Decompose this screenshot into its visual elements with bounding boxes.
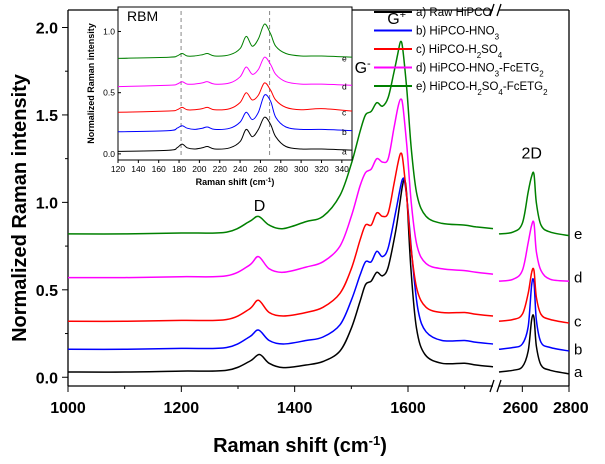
series-d-end-label: d bbox=[574, 270, 582, 287]
rbm-inset-plot: RBM 120 140 160 180 200 220 240 260 280 300 320 340 0… bbox=[86, 6, 353, 188]
inset-x-axis-label: Raman shift (cm-1) bbox=[196, 177, 275, 188]
series-c-line-left bbox=[67, 152, 494, 323]
y-tick-label: 2.0 bbox=[36, 20, 58, 37]
series-b-end-label: b bbox=[574, 341, 582, 358]
x-axis-label: Raman shift (cm-1) bbox=[213, 433, 387, 458]
y-tick-label: 1.0 bbox=[36, 195, 58, 212]
series-e-end-label: e bbox=[574, 226, 582, 243]
series-a-line-right bbox=[498, 314, 570, 375]
series-b-line-left bbox=[67, 177, 494, 351]
inset-y-axis-label: Normalized Raman intensity bbox=[86, 23, 96, 144]
series-c-line-right bbox=[498, 267, 570, 324]
inset-x-tick-label: 240 bbox=[233, 164, 247, 174]
axis-break-mark bbox=[489, 379, 495, 393]
inset-y-tick-label: 0.0 bbox=[103, 149, 115, 159]
inset-series-b-label: b bbox=[342, 127, 347, 137]
inset-x-tick-label: 280 bbox=[274, 164, 288, 174]
y-tick-label: 0.5 bbox=[36, 283, 58, 300]
peak-label-2d: 2D bbox=[521, 146, 541, 163]
series-e-line-left bbox=[67, 40, 494, 235]
legend-label-e: e) HiPCO-H2SO4-FcETG2 bbox=[416, 81, 548, 97]
inset-series-a-label: a bbox=[342, 146, 347, 156]
y-tick-label: 0.0 bbox=[36, 370, 58, 387]
inset-series-a-line bbox=[117, 116, 353, 152]
inset-series-d-line bbox=[117, 56, 353, 88]
series-a-end-label: a bbox=[574, 364, 583, 381]
inset-series-b-line bbox=[117, 94, 353, 133]
axis-break-mark bbox=[496, 379, 502, 393]
series-e-line-right bbox=[498, 171, 570, 237]
y-tick-label: 1.5 bbox=[36, 108, 58, 125]
series-d-line-left bbox=[67, 98, 494, 279]
series-d-line-right bbox=[498, 220, 570, 282]
y-axis-label: Normalized Raman intensity bbox=[9, 73, 31, 342]
x-tick-label: 1600 bbox=[390, 400, 426, 417]
axis-break-mark bbox=[496, 3, 502, 17]
x-tick-label: 1200 bbox=[164, 400, 200, 417]
inset-x-tick-label: 180 bbox=[172, 164, 186, 174]
legend: a) Raw HiPCO b) HiPCO-HNO3 c) HiPCO-H2SO4 d… bbox=[374, 7, 548, 97]
inset-series-d-label: d bbox=[342, 82, 347, 92]
inset-x-tick-label: 320 bbox=[314, 164, 328, 174]
peak-label-d: D bbox=[254, 198, 266, 215]
series-b-line-right bbox=[498, 278, 570, 352]
x-tick-label: 2600 bbox=[503, 400, 539, 417]
inset-x-tick-label: 160 bbox=[152, 164, 166, 174]
legend-label-d: d) HiPCO-HNO3-FcETG2 bbox=[416, 63, 544, 79]
inset-series-e-label: e bbox=[342, 53, 347, 63]
axis-break-mark bbox=[489, 3, 495, 17]
inset-x-tick-label: 140 bbox=[131, 164, 145, 174]
peak-label-g: G+ bbox=[387, 9, 406, 28]
inset-x-tick-label: 120 bbox=[111, 164, 125, 174]
series-c-end-label: c bbox=[574, 313, 582, 330]
x-tick-label: 2800 bbox=[553, 400, 589, 417]
inset-x-tick-label: 260 bbox=[253, 164, 267, 174]
inset-y-tick-label: 1.0 bbox=[103, 26, 115, 36]
x-tick-label: 1400 bbox=[277, 400, 313, 417]
x-tick-label: 1000 bbox=[50, 400, 86, 417]
legend-label-b: b) HiPCO-HNO3 bbox=[416, 26, 500, 42]
main-plot: 1000 1200 1400 1600 2600 2800 0.0 0.5 1.0 1.5 2.0 R… bbox=[9, 3, 589, 458]
inset-x-tick-label: 220 bbox=[213, 164, 227, 174]
inset-series-c-label: c bbox=[342, 107, 347, 117]
series-a-line-left bbox=[67, 178, 494, 373]
inset-y-tick-label: 0.5 bbox=[103, 88, 115, 98]
inset-x-tick-label: 340 bbox=[335, 164, 349, 174]
peak-label-g: G- bbox=[355, 58, 371, 77]
inset-frame bbox=[117, 6, 353, 161]
inset-series-c-line bbox=[117, 82, 353, 113]
legend-label-c: c) HiPCO-H2SO4 bbox=[416, 44, 503, 60]
legend-label-a: a) Raw HiPCO bbox=[416, 7, 491, 19]
inset-series-e-line bbox=[117, 23, 353, 59]
inset-title: RBM bbox=[127, 8, 158, 24]
inset-x-tick-label: 300 bbox=[294, 164, 308, 174]
inset-x-tick-label: 200 bbox=[192, 164, 206, 174]
